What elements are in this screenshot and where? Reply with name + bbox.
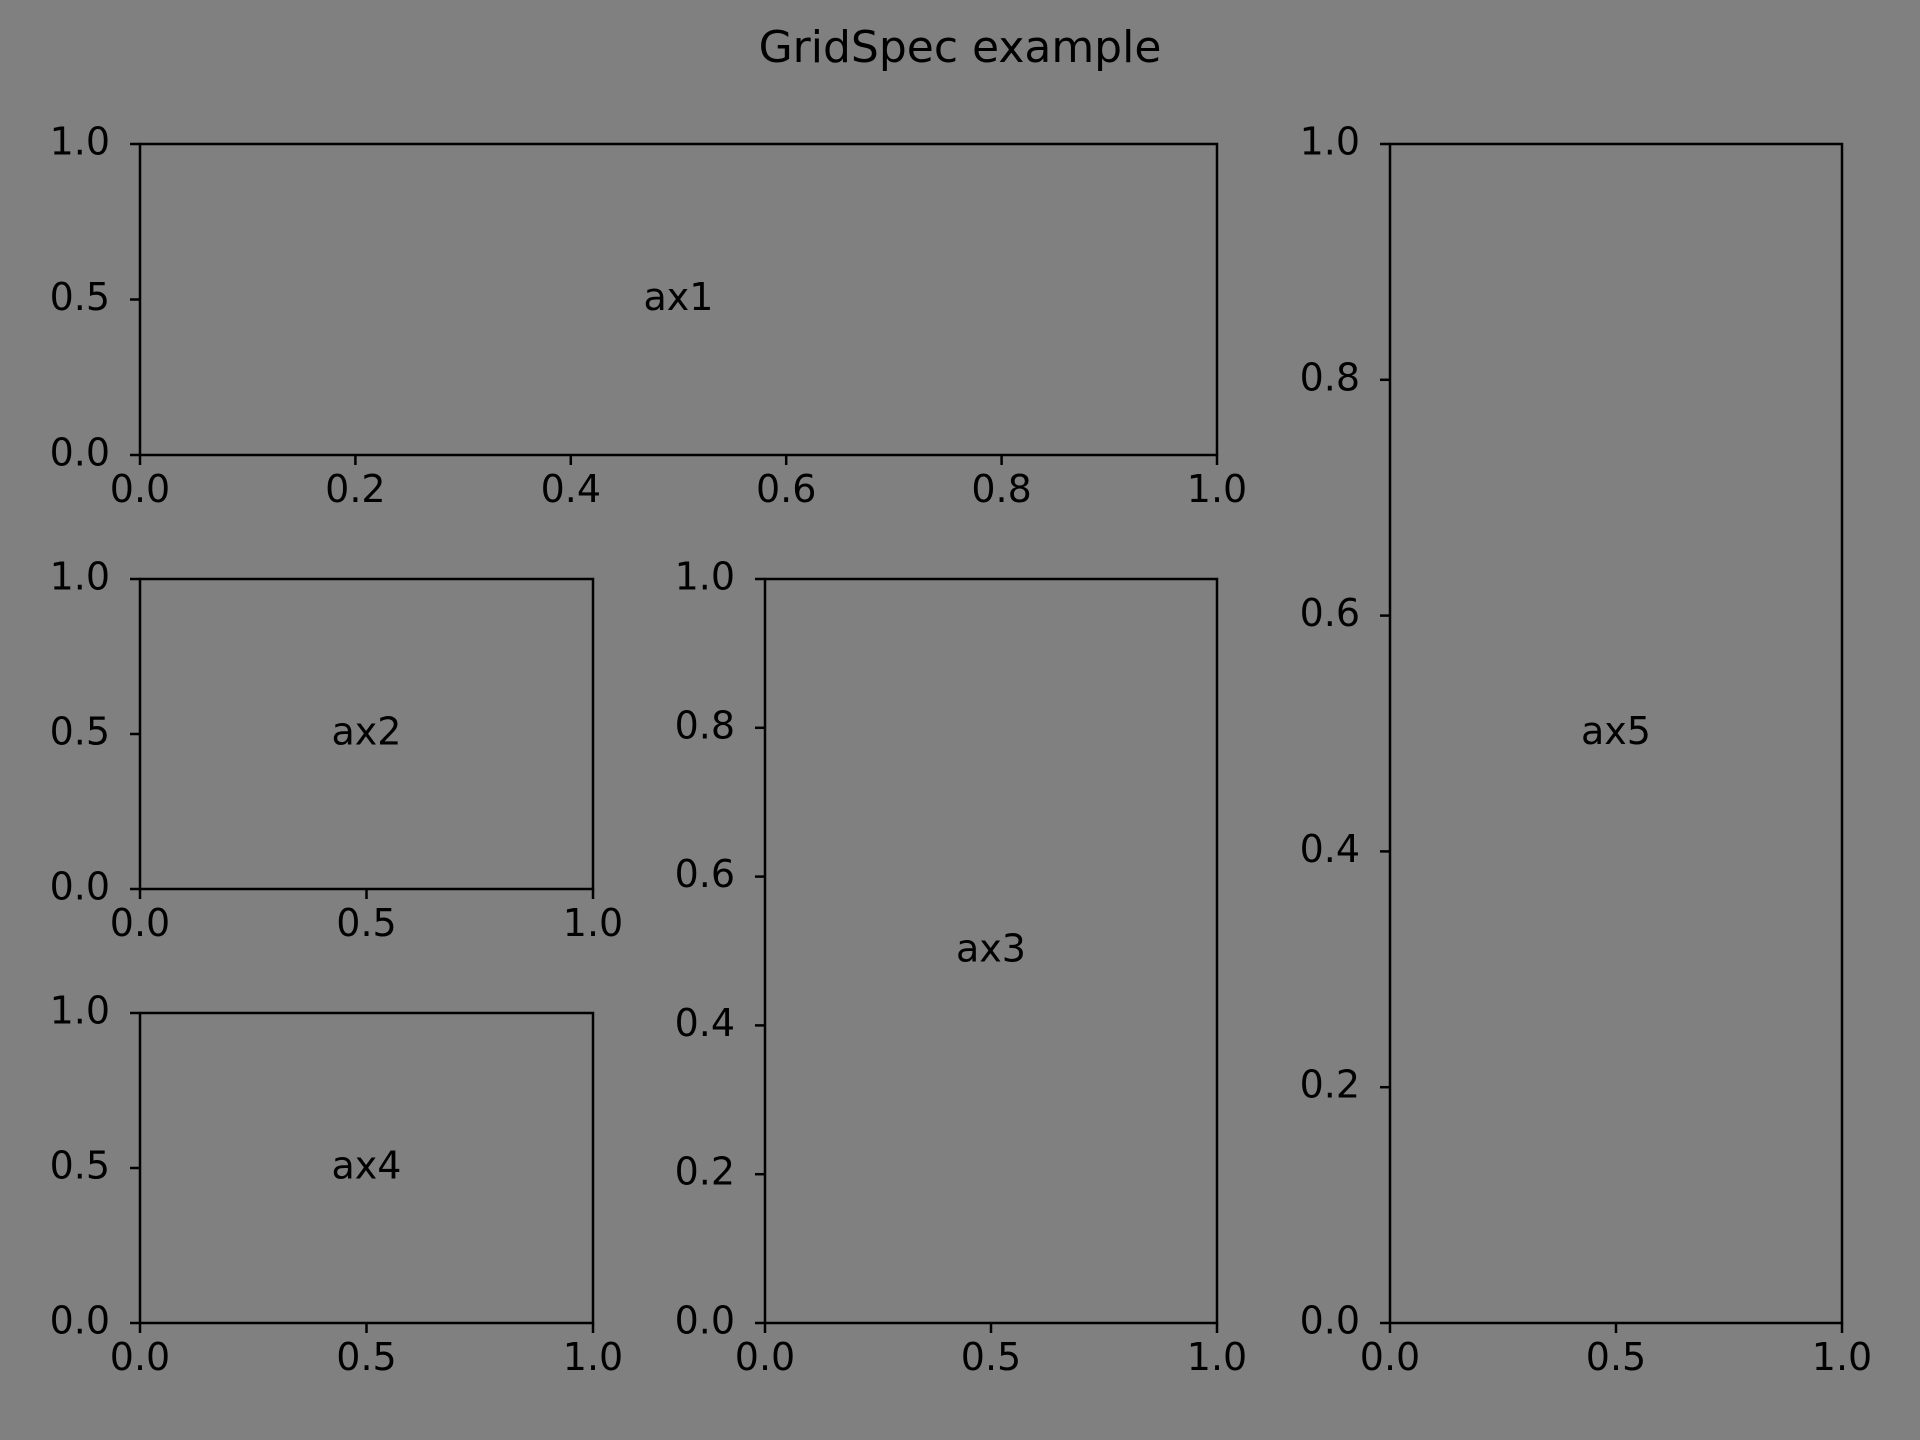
ax1-xtick-label: 0.4	[541, 467, 601, 511]
ax2-ytick-label: 1.0	[50, 555, 110, 599]
ax4-ytick-label: 0.0	[50, 1299, 110, 1343]
ax1-xtick-label: 0.6	[756, 467, 816, 511]
ax3-ytick-label: 0.2	[675, 1150, 735, 1194]
axes-ax3: 0.0 0.5 1.0 0.0 0.2 0.4 0.6 0.8 1.0 ax3	[675, 555, 1248, 1380]
ax5-ytick-label: 1.0	[1300, 120, 1360, 164]
ax1-ytick-label: 0.5	[50, 275, 110, 319]
ax4-ytick-label: 0.5	[50, 1144, 110, 1188]
ax4-annotation: ax4	[332, 1144, 402, 1188]
axes-ax5: 0.0 0.5 1.0 0.0 0.2 0.4 0.6 0.8 1.0 ax5	[1300, 120, 1873, 1380]
ax5-ytick-label: 0.4	[1300, 827, 1360, 871]
ax5-annotation: ax5	[1581, 709, 1651, 753]
axes-ax2: 0.0 0.5 1.0 0.0 0.5 1.0 ax2	[50, 555, 624, 946]
ax2-xtick-label: 0.0	[110, 901, 170, 945]
ax5-ytick-label: 0.0	[1300, 1299, 1360, 1343]
ax4-xtick-label: 0.5	[336, 1335, 396, 1379]
ax1-ytick-label: 1.0	[50, 120, 110, 164]
ax3-xtick-label: 0.0	[735, 1335, 795, 1379]
ax5-ytick-label: 0.8	[1300, 355, 1360, 399]
ax4-ytick-label: 1.0	[50, 989, 110, 1033]
ax3-annotation: ax3	[956, 927, 1026, 971]
ax4-xtick-label: 1.0	[563, 1335, 623, 1379]
ax5-xtick-label: 0.5	[1586, 1335, 1646, 1379]
ax3-ytick-label: 0.6	[675, 852, 735, 896]
ax1-xtick-label: 0.2	[325, 467, 385, 511]
ax2-xtick-label: 1.0	[563, 901, 623, 945]
ax2-xtick-label: 0.5	[336, 901, 396, 945]
ax3-ytick-label: 0.4	[675, 1001, 735, 1045]
ax4-xtick-label: 0.0	[110, 1335, 170, 1379]
ax3-ytick-label: 0.0	[675, 1299, 735, 1343]
ax1-annotation: ax1	[644, 275, 714, 319]
ax2-ytick-label: 0.5	[50, 710, 110, 754]
ax5-xtick-label: 1.0	[1812, 1335, 1872, 1379]
ax3-ytick-label: 0.8	[675, 703, 735, 747]
ax3-ytick-label: 1.0	[675, 555, 735, 599]
ax3-xtick-label: 0.5	[961, 1335, 1021, 1379]
ax1-xtick-label: 0.8	[971, 467, 1031, 511]
ax2-annotation: ax2	[332, 710, 402, 754]
axes-ax1: 0.0 0.2 0.4 0.6 0.8 1.0 0.0 0.5 1.0 ax1	[50, 120, 1248, 512]
ax5-ytick-label: 0.2	[1300, 1063, 1360, 1107]
axes-ax4: 0.0 0.5 1.0 0.0 0.5 1.0 ax4	[50, 989, 624, 1380]
ax1-xtick-label: 1.0	[1187, 467, 1247, 511]
ax1-xtick-label: 0.0	[110, 467, 170, 511]
ax3-xtick-label: 1.0	[1187, 1335, 1247, 1379]
ax5-ytick-label: 0.6	[1300, 591, 1360, 635]
figure-title: GridSpec example	[759, 22, 1162, 73]
ax5-xtick-label: 0.0	[1360, 1335, 1420, 1379]
ax1-ytick-label: 0.0	[50, 431, 110, 475]
ax2-ytick-label: 0.0	[50, 865, 110, 909]
